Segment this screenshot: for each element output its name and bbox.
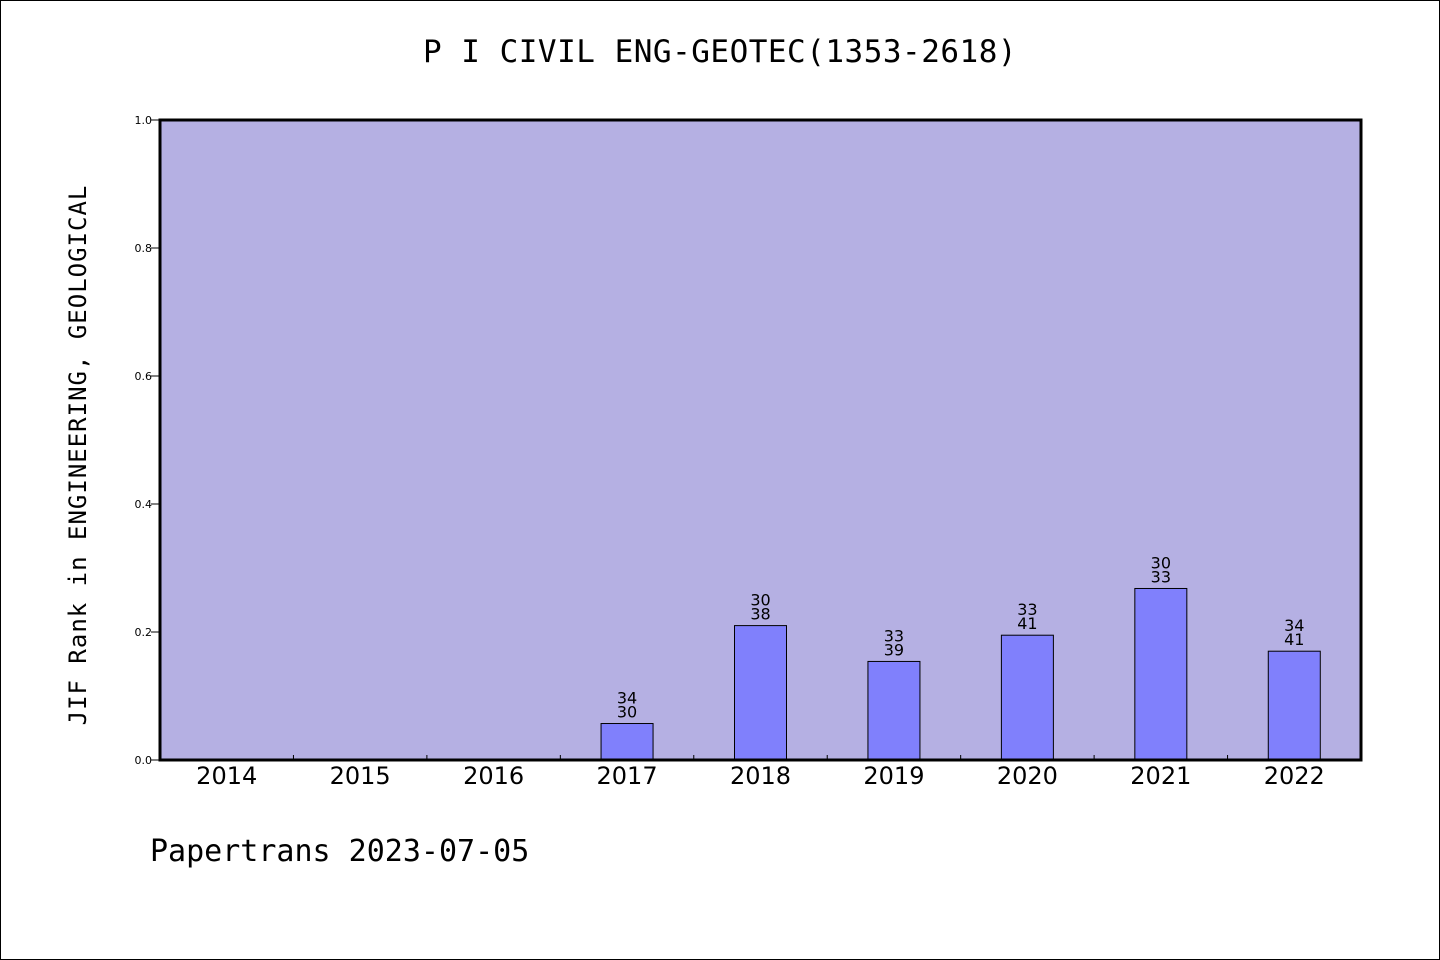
x-tick-label: 2015 <box>330 762 391 790</box>
x-tick-label: 2018 <box>730 762 791 790</box>
data-label: 41 <box>1284 630 1304 649</box>
y-tick-label: 0.2 <box>135 626 153 639</box>
x-tick-label: 2022 <box>1264 762 1325 790</box>
data-label: 39 <box>884 640 904 659</box>
data-label: 41 <box>1017 614 1037 633</box>
data-label: 38 <box>750 605 770 624</box>
bar <box>600 723 654 761</box>
x-tick-label: 2019 <box>863 762 924 790</box>
y-tick-label: 0.6 <box>135 370 153 383</box>
y-tick-label: 1.0 <box>135 114 153 127</box>
data-label: 30 <box>750 591 770 610</box>
data-label: 33 <box>884 626 904 645</box>
x-tick-label: 2016 <box>463 762 524 790</box>
footer-text: Papertrans 2023-07-05 <box>150 834 530 869</box>
x-tick-label: 2014 <box>196 762 257 790</box>
bar <box>1000 634 1054 761</box>
data-label: 33 <box>1151 567 1171 586</box>
y-tick-label: 0.8 <box>135 242 153 255</box>
bar <box>1267 650 1321 761</box>
data-label: 34 <box>617 689 637 708</box>
y-tick-label: 0.4 <box>135 498 153 511</box>
bar <box>867 660 921 761</box>
x-tick-label: 2021 <box>1130 762 1191 790</box>
x-tick-label: 2017 <box>597 762 658 790</box>
x-tick-label: 2020 <box>997 762 1058 790</box>
data-label: 30 <box>617 703 637 722</box>
y-tick-label: 0.0 <box>135 754 153 767</box>
plot-border <box>158 118 1363 762</box>
data-label: 33 <box>1017 600 1037 619</box>
bar <box>734 625 787 761</box>
bar <box>1134 587 1188 761</box>
data-label: 34 <box>1284 616 1304 635</box>
chart-title: P I CIVIL ENG-GEOTEC(1353-2618) <box>422 34 1018 70</box>
data-label: 30 <box>1151 553 1171 572</box>
